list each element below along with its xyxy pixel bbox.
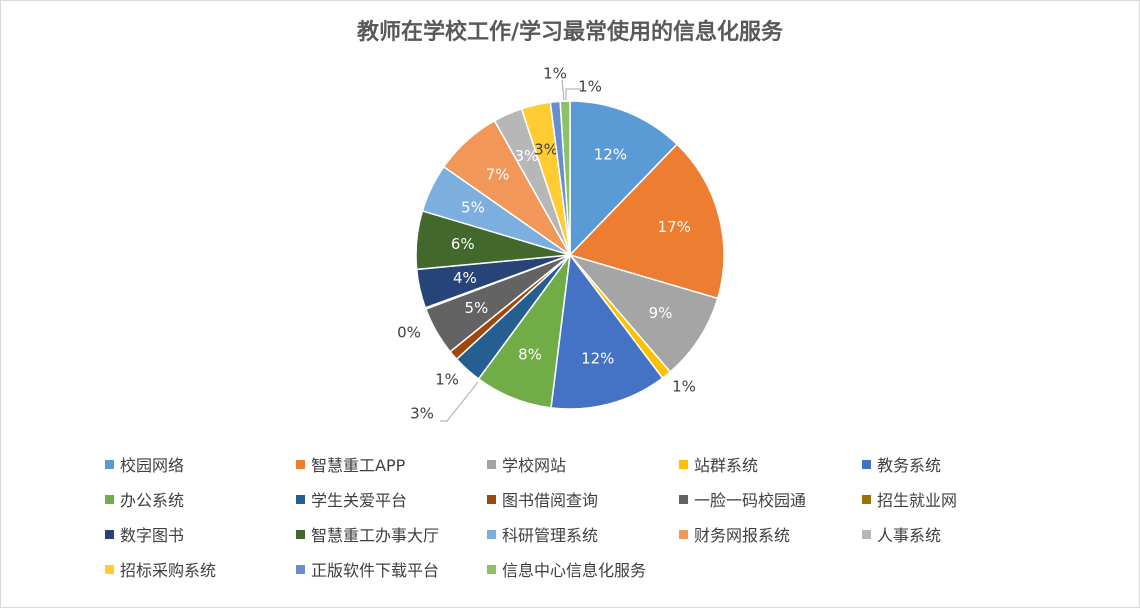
data-label-招标采购系统: 3% [534,140,558,158]
data-label-学生关爱平台: 3% [410,405,434,423]
pie-slice-教务系统 [550,253,664,410]
data-label-学校网站: 9% [649,304,673,322]
pie-slice-信息中心信息化服务 [559,100,571,256]
leader-line-学生关爱平台 [440,381,479,422]
data-label-科研管理系统: 5% [461,199,485,217]
data-label-数字图书: 4% [453,269,477,287]
data-label-教务系统: 12% [581,350,614,368]
pie-slice-智慧重工APP [568,143,725,300]
data-label-智慧重工办事大厅: 6% [451,235,475,253]
data-label-智慧重工APP: 17% [658,218,691,236]
pie-slice-学校网站 [567,253,719,373]
data-label-招生就业网: 0% [397,324,421,342]
data-label-人事系统: 3% [515,147,539,165]
data-label-信息中心信息化服务: 1% [578,78,602,96]
leader-line-信息中心信息化服务 [565,88,581,100]
leader-line-正版软件下载平台 [561,79,565,101]
data-label-图书借阅查询: 1% [435,371,459,389]
chart-title: 教师在学校工作/学习最常使用的信息化服务 [356,20,784,45]
data-label-正版软件下载平台: 1% [543,65,567,83]
data-label-校园网络: 12% [594,146,627,164]
data-label-财务网报系统: 7% [486,166,510,184]
pie-slice-校园网络 [569,100,679,257]
data-label-办公系统: 8% [518,346,542,364]
data-label-一脸一码校园通: 5% [464,299,488,317]
data-label-站群系统: 1% [672,378,696,396]
